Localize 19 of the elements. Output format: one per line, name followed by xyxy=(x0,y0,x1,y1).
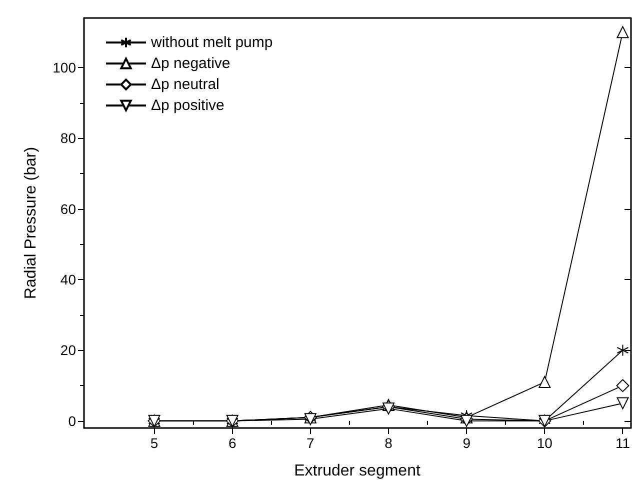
y-axis-title: Radial Pressure (bar) xyxy=(22,146,40,300)
x-axis-title: Extruder segment xyxy=(294,462,421,480)
x-tick-label: 8 xyxy=(384,435,393,451)
legend-label: Δp neutral xyxy=(151,76,220,93)
y-tick-label: 0 xyxy=(68,412,76,429)
legend-label: Δp positive xyxy=(151,97,224,114)
x-tick-label: 9 xyxy=(462,435,471,451)
x-tick-label: 7 xyxy=(306,435,315,451)
y-tick-label: 40 xyxy=(60,272,76,288)
x-tick-label: 10 xyxy=(536,435,553,451)
y-tick-label: 100 xyxy=(52,59,76,76)
legend-label: without melt pump xyxy=(150,34,273,51)
y-tick-label: 60 xyxy=(60,200,76,217)
legend-label: Δp negative xyxy=(151,55,230,72)
x-tick-label: 5 xyxy=(150,435,158,451)
y-tick-label: 20 xyxy=(60,342,76,358)
x-tick-label: 11 xyxy=(615,435,630,451)
x-tick-label: 6 xyxy=(228,435,236,451)
y-tick-label: 80 xyxy=(60,130,76,146)
